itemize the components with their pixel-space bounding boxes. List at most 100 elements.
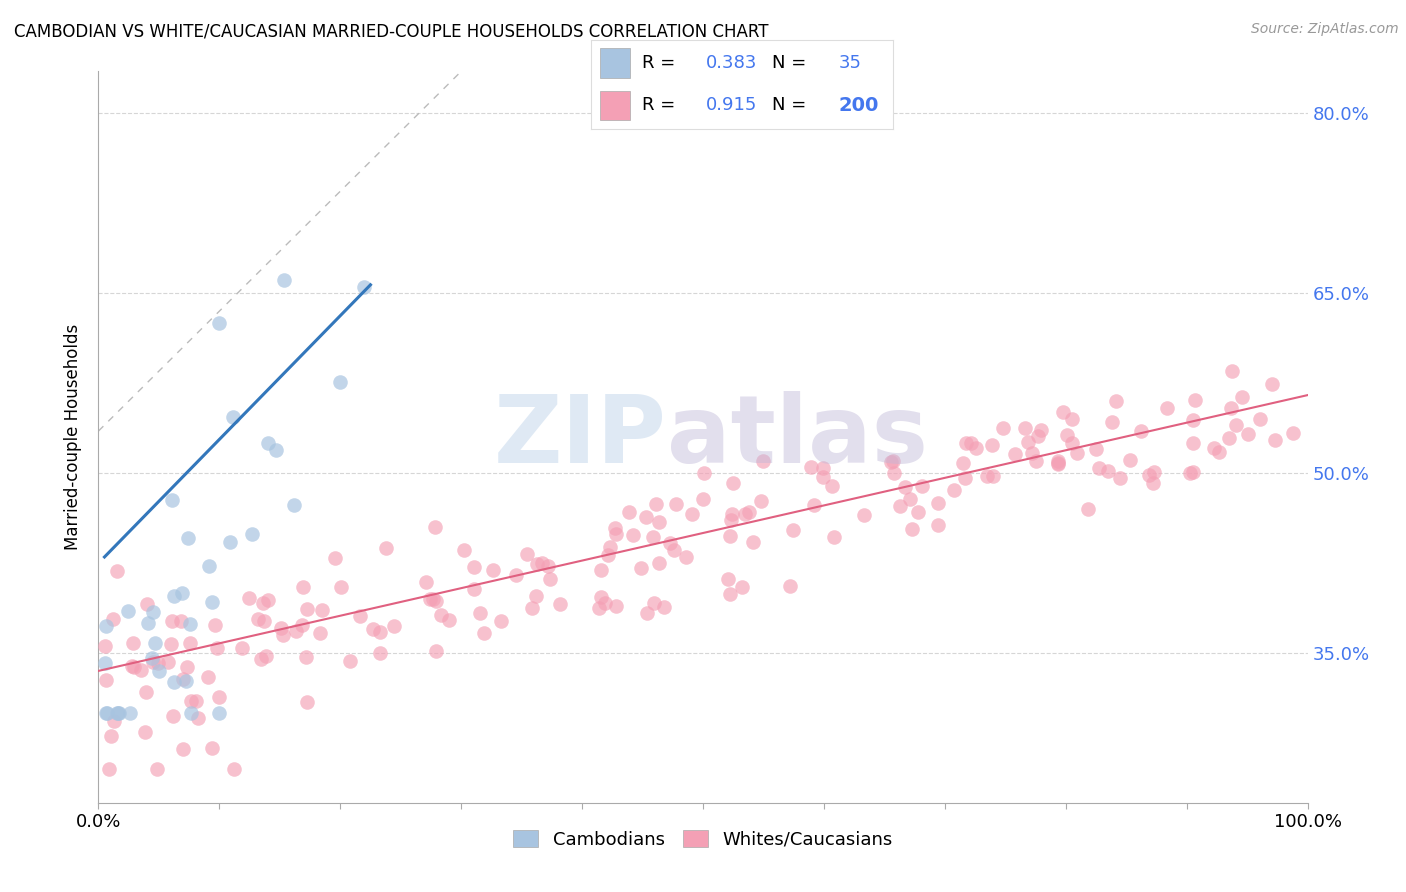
Point	[489, 614, 512, 628]
Point	[591, 563, 613, 577]
Text: Source: ZipAtlas.com: Source: ZipAtlas.com	[1251, 22, 1399, 37]
Point	[526, 558, 548, 572]
Point	[136, 597, 159, 611]
Point	[634, 509, 657, 524]
Point	[273, 273, 295, 287]
Point	[662, 543, 685, 558]
Point	[1026, 429, 1049, 443]
Point	[197, 669, 219, 683]
Text: 35: 35	[838, 54, 862, 72]
Text: 0.383: 0.383	[706, 54, 756, 72]
Point	[1184, 393, 1206, 408]
Point	[238, 591, 260, 605]
Point	[1142, 475, 1164, 490]
Point	[965, 441, 987, 455]
Point	[163, 589, 186, 603]
Point	[361, 622, 384, 636]
Point	[751, 454, 773, 468]
Point	[1060, 435, 1083, 450]
Point	[208, 706, 231, 720]
Point	[619, 505, 641, 519]
Point	[200, 595, 222, 609]
Point	[94, 639, 117, 653]
Point	[1060, 412, 1083, 426]
Point	[538, 572, 561, 586]
Point	[482, 563, 505, 577]
Point	[718, 587, 741, 601]
Point	[163, 675, 186, 690]
Point	[955, 436, 977, 450]
Point	[311, 603, 333, 617]
Point	[297, 695, 319, 709]
Point	[266, 443, 288, 458]
Point	[898, 491, 921, 506]
Point	[134, 724, 156, 739]
Point	[1178, 466, 1201, 480]
Point	[813, 470, 835, 484]
Point	[179, 617, 201, 632]
Point	[472, 626, 495, 640]
Point	[219, 534, 242, 549]
Point	[252, 596, 274, 610]
Point	[221, 410, 243, 425]
Point	[1097, 464, 1119, 478]
Point	[107, 706, 129, 720]
Point	[96, 706, 118, 720]
Point	[981, 468, 1004, 483]
Point	[291, 618, 314, 632]
Point	[425, 643, 447, 657]
Point	[720, 529, 742, 543]
Point	[184, 694, 207, 708]
Point	[889, 499, 911, 513]
Point	[172, 672, 194, 686]
Point	[97, 762, 120, 776]
Point	[520, 600, 543, 615]
Point	[901, 522, 924, 536]
Point	[180, 693, 202, 707]
Point	[135, 685, 157, 699]
Point	[779, 578, 801, 592]
FancyBboxPatch shape	[599, 48, 630, 78]
Point	[382, 618, 405, 632]
Point	[146, 657, 169, 671]
Point	[907, 504, 929, 518]
Point	[605, 527, 627, 541]
Point	[96, 706, 118, 720]
Point	[1052, 405, 1074, 419]
Point	[101, 612, 124, 626]
Point	[591, 590, 613, 604]
Legend: Cambodians, Whites/Caucasians: Cambodians, Whites/Caucasians	[506, 823, 900, 856]
Point	[1143, 466, 1166, 480]
Point	[647, 515, 669, 529]
Point	[368, 646, 391, 660]
Point	[240, 527, 263, 541]
Point	[621, 528, 644, 542]
Point	[172, 742, 194, 756]
Point	[122, 660, 145, 674]
Point	[423, 519, 446, 533]
Point	[955, 471, 977, 485]
Point	[505, 567, 527, 582]
Point	[800, 459, 823, 474]
Point	[1181, 435, 1204, 450]
Text: N =: N =	[772, 54, 811, 72]
Point	[254, 648, 277, 663]
Point	[323, 551, 346, 566]
Point	[1137, 468, 1160, 483]
Point	[1109, 471, 1132, 485]
Point	[463, 582, 485, 596]
Point	[734, 507, 756, 521]
Point	[1066, 446, 1088, 460]
Point	[927, 518, 949, 533]
Point	[1047, 457, 1070, 471]
Text: R =: R =	[643, 96, 681, 114]
Point	[823, 530, 845, 544]
Point	[643, 530, 665, 544]
Point	[1105, 393, 1128, 408]
Point	[1156, 401, 1178, 415]
Point	[176, 660, 198, 674]
Point	[1056, 428, 1078, 442]
Point	[270, 621, 292, 635]
Point	[349, 608, 371, 623]
Point	[170, 586, 193, 600]
